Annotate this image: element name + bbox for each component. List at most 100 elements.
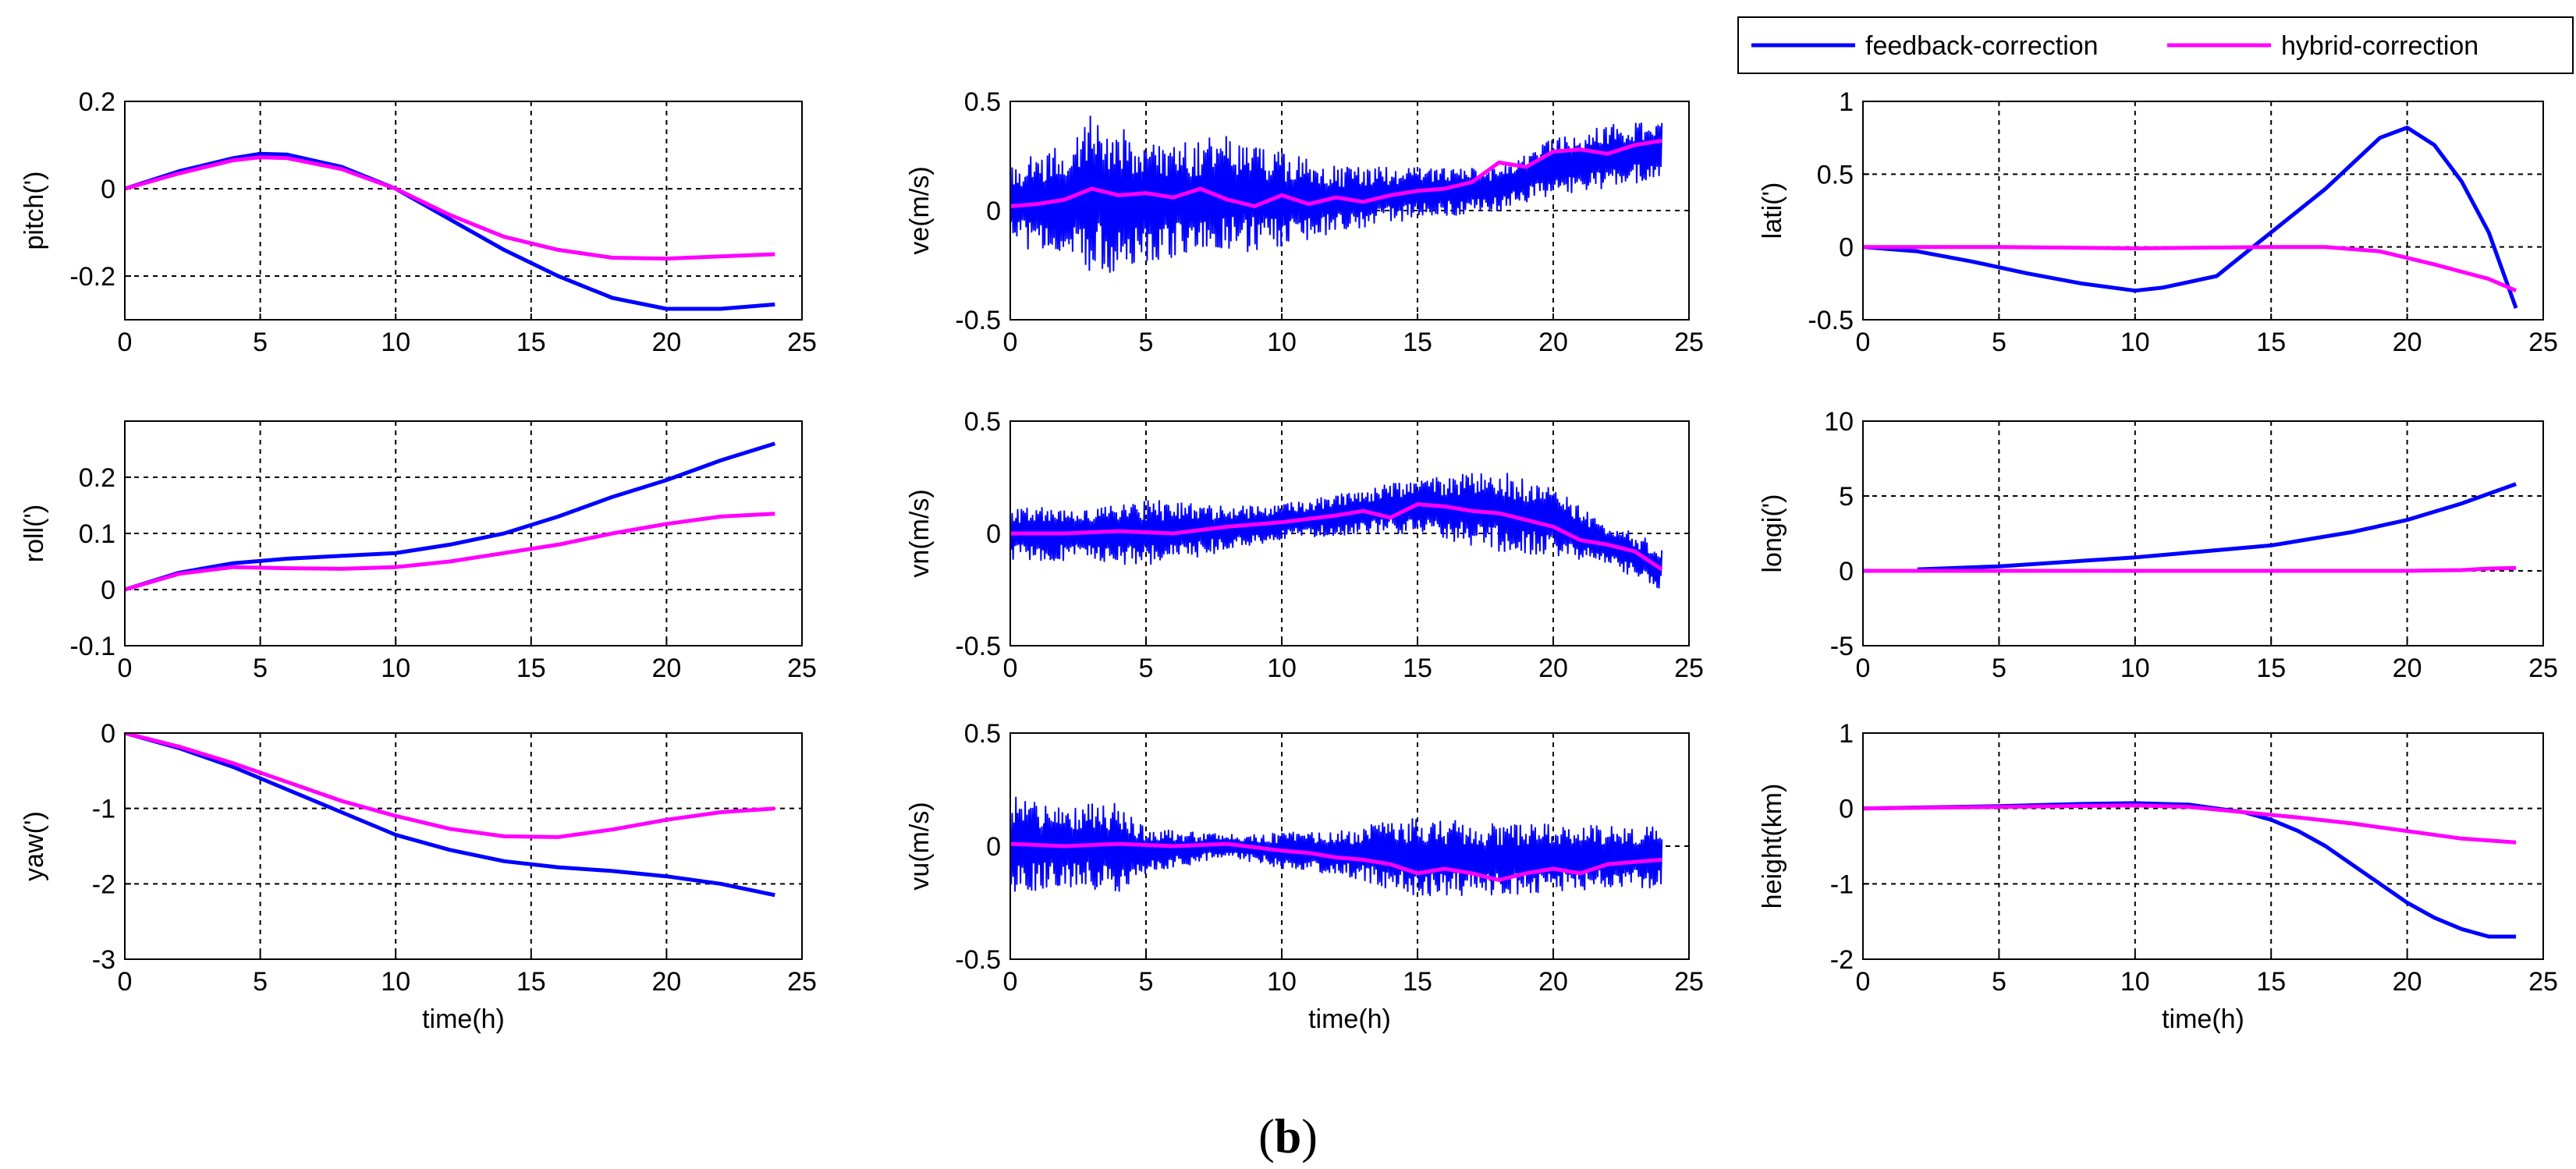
y-tick-label: -2 (92, 870, 115, 899)
x-tick-label: 0 (118, 967, 133, 997)
y-tick-label: -2 (1830, 945, 1854, 975)
x-tick-label: 15 (516, 328, 546, 357)
legend: feedback-correction hybrid-correction (1737, 16, 2574, 74)
x-tick-label: 0 (118, 328, 133, 357)
x-tick-label: 15 (516, 654, 546, 683)
y-tick-label: -3 (92, 945, 115, 975)
x-tick-label: 20 (2393, 328, 2422, 357)
x-tick-label: 20 (2393, 967, 2422, 997)
axes-frame-height (1862, 732, 2544, 960)
x-tick-label: 10 (1267, 654, 1297, 683)
y-axis-label-roll: roll(') (20, 505, 49, 562)
series-group-height (1863, 801, 2517, 939)
x-tick-label: 0 (1856, 328, 1871, 357)
x-tick-label: 0 (1003, 967, 1018, 997)
subplot-ve: 0 5 10 15 20 250.50-0.5ve(m/s) (905, 87, 1704, 357)
series-line-hybrid-vu (1010, 841, 1662, 882)
series-line-feedback-pitch (125, 151, 775, 311)
y-axis-label-height: height(km) (1758, 784, 1787, 909)
axes-frame-ve (1009, 101, 1690, 321)
y-tick-label: -0.1 (69, 632, 115, 661)
x-tick-label: 15 (516, 967, 546, 997)
x-tick-label: 15 (1403, 328, 1432, 357)
y-tick-label: 0.5 (1817, 160, 1854, 190)
y-tick-label: 0 (1839, 795, 1854, 824)
x-tick-label: 25 (2528, 328, 2558, 357)
axes-frame-vu (1009, 732, 1690, 960)
x-tick-label: 20 (1538, 328, 1568, 357)
x-tick-label: 25 (787, 654, 817, 683)
y-tick-label: 1 (1839, 719, 1854, 749)
x-tick-label: 5 (1139, 967, 1154, 997)
y-tick-label: 5 (1839, 482, 1854, 512)
legend-label-feedback: feedback-correction (1865, 31, 2099, 61)
figure-panel-label: (b) (1258, 1111, 1318, 1164)
x-tick-label: 5 (1139, 328, 1154, 357)
x-tick-label: 25 (787, 328, 817, 357)
x-tick-label: 15 (1403, 967, 1432, 997)
subplot-vn: 0 5 10 15 20 250.50-0.5vn(m/s) (905, 407, 1704, 683)
series-line-hybrid-yaw (125, 733, 775, 839)
x-tick-label: 10 (2120, 967, 2150, 997)
plot-area-pitch (125, 101, 802, 320)
x-tick-label: 25 (787, 967, 817, 997)
x-tick-label: 10 (2120, 328, 2150, 357)
series-line-feedback-vu (1010, 796, 1663, 897)
y-tick-label: -1 (1830, 870, 1854, 899)
y-tick-label: 0 (1839, 557, 1854, 586)
y-axis-label-vn: vn(m/s) (905, 489, 935, 577)
series-group-roll (125, 441, 776, 592)
x-axis-label-height: time(h) (2162, 1004, 2244, 1034)
x-axis-label-yaw: time(h) (422, 1004, 505, 1034)
series-line-hybrid-roll (125, 512, 775, 592)
x-tick-label: 5 (1992, 328, 2007, 357)
x-tick-label: 20 (651, 967, 681, 997)
series-line-feedback-ve (1010, 115, 1663, 273)
series-group-pitch (125, 151, 775, 311)
y-tick-label: 0.2 (79, 463, 115, 493)
y-tick-label: 0 (101, 175, 115, 204)
series-group-vn (1010, 473, 1663, 589)
plot-area-lati (1863, 101, 2543, 320)
y-axis-label-yaw: yaw(') (20, 811, 49, 881)
series-line-feedback-roll (125, 441, 776, 592)
y-tick-label: -0.5 (1808, 306, 1854, 335)
x-tick-label: 20 (651, 654, 681, 683)
series-group-ve (1010, 115, 1663, 273)
y-tick-label: -0.5 (955, 306, 1001, 335)
y-axis-label-ve: ve(m/s) (905, 166, 935, 254)
x-tick-label: 25 (2528, 654, 2558, 683)
series-line-hybrid-longi (1863, 565, 2517, 573)
x-tick-label: 15 (1403, 654, 1432, 683)
y-tick-label: 10 (1824, 407, 1854, 437)
x-tick-label: 20 (1538, 654, 1568, 683)
series-line-hybrid-vn (1010, 502, 1663, 572)
plot-area-yaw (125, 733, 802, 959)
axes-frame-pitch (124, 101, 803, 321)
x-tick-label: 10 (381, 967, 410, 997)
x-tick-label: 0 (1003, 654, 1018, 683)
y-tick-label: 0 (986, 832, 1001, 862)
series-group-yaw (125, 733, 775, 898)
y-tick-label: -0.5 (955, 945, 1001, 975)
x-tick-label: 5 (253, 328, 268, 357)
y-tick-label: 0.5 (964, 719, 1001, 749)
subplot-pitch: 0 5 10 15 20 25 0.2 0 -0.2 pitch(') (20, 87, 817, 357)
x-tick-label: 25 (2528, 967, 2558, 997)
x-tick-label: 5 (1992, 967, 2007, 997)
series-line-hybrid-pitch (125, 155, 775, 261)
series-group-vu (1010, 796, 1663, 897)
y-tick-label: 0 (986, 197, 1001, 226)
axes-frame-longi (1862, 420, 2544, 646)
x-tick-label: 20 (1538, 967, 1568, 997)
plot-area-longi (1863, 421, 2543, 646)
y-tick-label: 0.1 (79, 519, 115, 549)
x-tick-label: 5 (253, 654, 268, 683)
x-tick-label: 25 (1674, 328, 1704, 357)
